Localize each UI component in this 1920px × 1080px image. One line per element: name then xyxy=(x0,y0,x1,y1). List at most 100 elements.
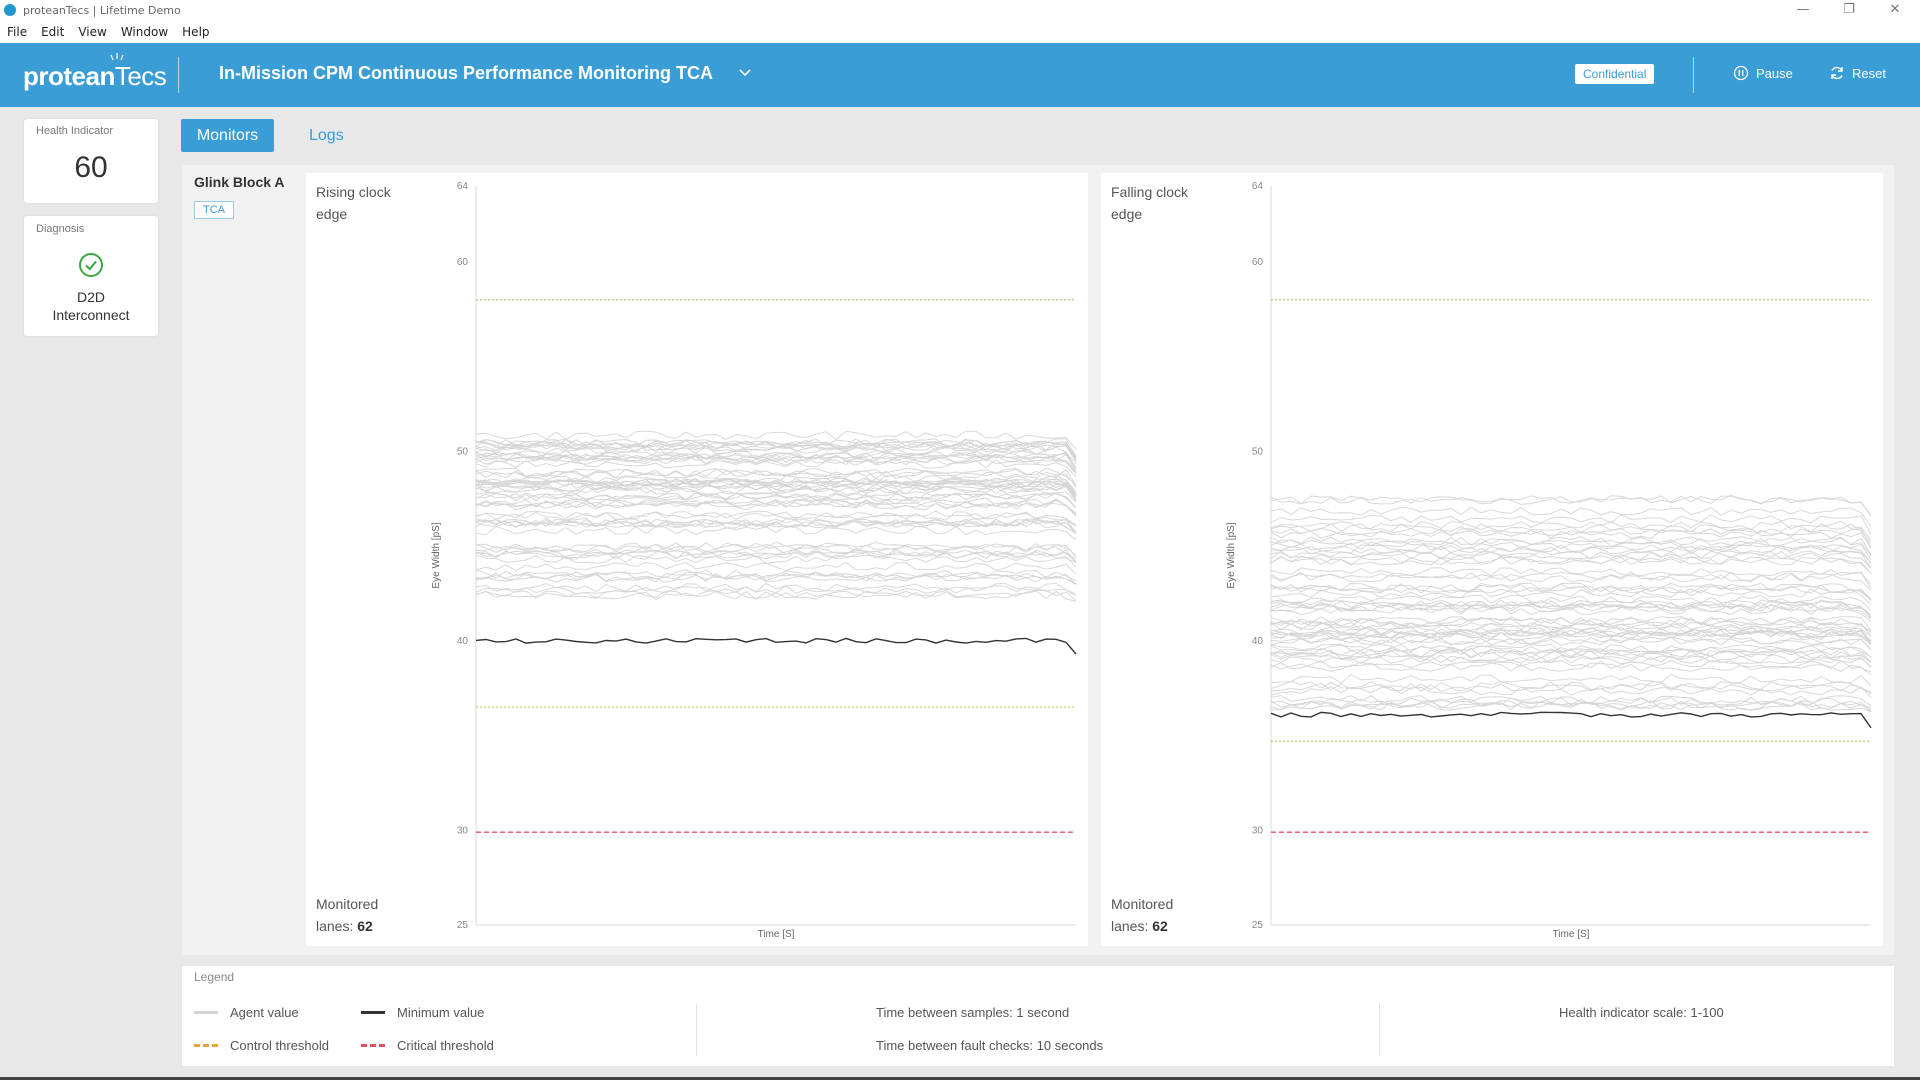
agent-value-line xyxy=(475,459,1077,477)
agent-value-line xyxy=(475,498,1077,515)
agent-value-line xyxy=(1270,494,1872,516)
header-divider xyxy=(1693,57,1694,93)
agent-value-line xyxy=(475,541,1077,556)
agent-value-line xyxy=(1270,662,1872,676)
tab-logs[interactable]: Logs xyxy=(309,127,344,144)
agent-value-line xyxy=(475,571,1077,584)
health-indicator-card: Health Indicator 60 xyxy=(24,119,158,203)
pause-button[interactable]: Pause xyxy=(1733,65,1793,81)
agent-value-line xyxy=(475,430,1077,450)
y-tick-label: 40 xyxy=(457,636,469,647)
legend-agent-value: Agent value xyxy=(194,1005,299,1020)
agent-value-line xyxy=(1270,615,1872,632)
fault-check-interval: Time between fault checks: 10 seconds xyxy=(876,1038,1104,1053)
agent-value-line xyxy=(475,468,1077,486)
agent-value-line xyxy=(1270,584,1872,602)
agent-value-line xyxy=(475,450,1077,469)
tab-monitors[interactable]: Monitors xyxy=(181,119,274,152)
agent-value-line xyxy=(475,440,1077,460)
monitored-lanes-value: 62 xyxy=(1152,918,1168,934)
monitored-lanes: Monitored lanes: 62 xyxy=(1111,893,1221,937)
chart-title: Falling clock edge xyxy=(1111,181,1221,225)
diagnosis-card: Diagnosis D2D Interconnect xyxy=(24,216,158,336)
reset-button[interactable]: Reset xyxy=(1829,65,1886,81)
app-header: proteanTecs In-Mission CPM Continuous Pe… xyxy=(0,43,1920,107)
agent-value-line xyxy=(1270,536,1872,555)
agent-value-line xyxy=(475,585,1077,597)
x-axis-label: Time [S] xyxy=(758,929,795,940)
pause-label: Pause xyxy=(1756,65,1793,81)
agent-value-line xyxy=(1270,588,1872,605)
minimum-value-line xyxy=(475,637,1077,655)
agent-value-line xyxy=(475,525,1077,541)
agent-value-line xyxy=(475,492,1077,509)
minimum-value-swatch xyxy=(361,1011,385,1014)
chevron-down-icon[interactable] xyxy=(738,65,752,79)
agent-value-line xyxy=(475,485,1077,502)
diagnosis-label: Diagnosis xyxy=(36,223,85,235)
menu-help[interactable]: Help xyxy=(182,25,210,39)
control-threshold-label: Control threshold xyxy=(230,1038,329,1053)
health-indicator-label: Health Indicator xyxy=(36,125,114,137)
page-title[interactable]: In-Mission CPM Continuous Performance Mo… xyxy=(219,63,713,83)
agent-value-line xyxy=(475,548,1077,563)
y-tick-label: 64 xyxy=(1252,181,1264,192)
minimize-button[interactable]: — xyxy=(1796,2,1810,17)
y-tick-label: 25 xyxy=(457,920,469,931)
agent-value-line xyxy=(475,499,1077,515)
logo-prefix: protean xyxy=(23,61,115,91)
block-tag[interactable]: TCA xyxy=(194,201,234,219)
close-button[interactable]: ✕ xyxy=(1889,2,1901,17)
agent-value-line xyxy=(1270,701,1872,713)
agent-value-line xyxy=(475,569,1077,582)
bottom-edge xyxy=(0,1077,1920,1080)
diagnosis-value-line2: Interconnect xyxy=(52,307,130,323)
agent-value-line xyxy=(1270,573,1872,591)
y-tick-label: 64 xyxy=(457,181,469,192)
agent-value-line xyxy=(1270,682,1872,695)
agent-value-line xyxy=(1270,529,1872,549)
agent-value-line xyxy=(1270,701,1872,713)
agent-value-swatch xyxy=(194,1011,218,1014)
y-tick-label: 60 xyxy=(1252,257,1264,268)
agent-value-line xyxy=(1270,599,1872,616)
block-title: Glink Block A xyxy=(194,174,285,190)
agent-value-line xyxy=(1270,649,1872,663)
restore-button[interactable]: ❐ xyxy=(1843,2,1855,17)
y-tick-label: 30 xyxy=(1252,825,1264,836)
check-circle-icon xyxy=(79,253,103,277)
chart-title-line2: edge xyxy=(1111,206,1143,222)
agent-value-line xyxy=(1270,541,1872,560)
critical-threshold-swatch xyxy=(361,1044,385,1047)
agent-value-line xyxy=(475,550,1077,564)
agent-value-line xyxy=(475,438,1077,458)
rising-edge-chart: Rising clock edge 64 60 50 40 30 25 Eye Width … xyxy=(306,173,1088,946)
monitored-lanes-prefix: lanes: xyxy=(1111,918,1153,934)
menu-file[interactable]: File xyxy=(7,25,28,39)
agent-value-line xyxy=(475,477,1077,495)
y-axis-label: Eye Width [pS] xyxy=(431,522,442,588)
agent-value-line xyxy=(475,519,1077,534)
agent-value-line xyxy=(475,543,1077,558)
window-title-bar: proteanTecs | Lifetime Demo — ❐ ✕ xyxy=(0,0,1920,22)
agent-value-line xyxy=(1270,550,1872,569)
menu-window[interactable]: Window xyxy=(120,25,169,39)
legend-control-threshold: Control threshold xyxy=(194,1038,329,1053)
diagnosis-value: D2D Interconnect xyxy=(24,288,158,324)
agent-value-line xyxy=(475,518,1077,534)
agent-value-line xyxy=(1270,655,1872,669)
agent-value-line xyxy=(475,450,1077,469)
health-indicator-value: 60 xyxy=(74,151,108,184)
header-divider xyxy=(178,57,179,93)
control-threshold-swatch xyxy=(194,1044,218,1047)
samples-interval: Time between samples: 1 second xyxy=(876,1005,1070,1020)
agent-value-line xyxy=(1270,527,1872,548)
falling-edge-chart: Falling clock edge 64 60 50 40 30 25 Eye Width… xyxy=(1101,173,1883,946)
logo: proteanTecs xyxy=(23,61,167,92)
legend-minimum-value: Minimum value xyxy=(361,1005,484,1020)
menu-view[interactable]: View xyxy=(78,25,107,39)
agent-value-line xyxy=(475,497,1077,514)
agent-value-label: Agent value xyxy=(230,1005,299,1020)
menu-edit[interactable]: Edit xyxy=(41,25,65,39)
agent-value-line xyxy=(1270,555,1872,574)
